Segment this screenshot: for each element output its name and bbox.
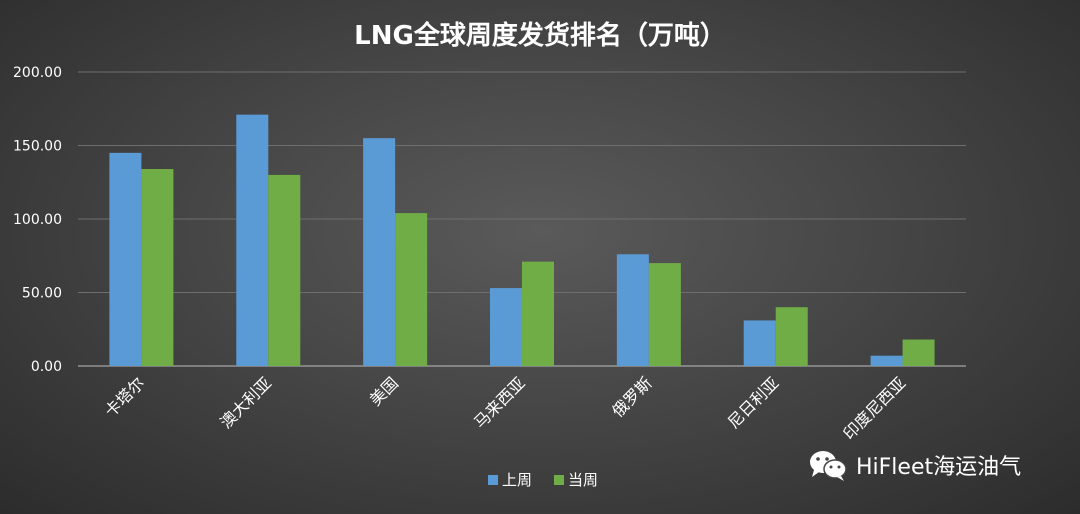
- x-tick-label: 澳大利亚: [216, 373, 275, 432]
- x-tick-label: 尼日利亚: [724, 373, 783, 432]
- bar-last-week: [490, 288, 522, 366]
- watermark: HiFleet海运油气: [808, 448, 1021, 482]
- bar-this-week: [775, 307, 808, 366]
- chart-title: LNG全球周度发货排名（万吨）: [354, 20, 726, 51]
- bar-last-week: [109, 152, 142, 366]
- bar-this-week: [268, 174, 301, 366]
- bar-last-week: [616, 254, 649, 366]
- bar-last-week: [743, 320, 776, 366]
- bar-this-week: [902, 339, 935, 366]
- x-tick-label: 卡塔尔: [101, 373, 148, 420]
- y-tick-label: 50.00: [22, 286, 62, 302]
- y-tick-label: 150.00: [13, 139, 62, 155]
- bars: [109, 114, 935, 366]
- y-tick-label: 0.00: [31, 359, 62, 375]
- x-tick-label: 俄罗斯: [608, 373, 655, 420]
- y-tick-label: 200.00: [13, 65, 62, 81]
- legend-label: 上周: [502, 471, 532, 489]
- y-tick-label: 100.00: [13, 212, 62, 228]
- x-axis-ticks: 卡塔尔 澳大利亚 美国 马来西亚 俄罗斯 尼日利亚 印度尼西亚: [101, 373, 910, 443]
- grid-lines: [78, 71, 966, 367]
- x-tick-label: 马来西亚: [470, 373, 529, 432]
- bar-last-week: [363, 138, 396, 366]
- bar-this-week: [648, 263, 681, 366]
- bar-this-week: [395, 213, 428, 366]
- bar-this-week: [141, 169, 174, 366]
- bar-this-week: [522, 261, 554, 366]
- x-tick-label: 印度尼西亚: [839, 373, 909, 443]
- legend: 上周 当周: [488, 471, 598, 489]
- wechat-icon: [810, 451, 847, 481]
- bar-last-week: [236, 114, 269, 366]
- x-tick-label: 美国: [366, 373, 402, 409]
- legend-swatch: [554, 475, 564, 485]
- legend-label: 当周: [568, 471, 598, 489]
- bar-last-week: [870, 355, 903, 366]
- legend-swatch: [488, 475, 498, 485]
- y-axis-ticks: 0.00 50.00 100.00 150.00 200.00: [13, 65, 62, 375]
- watermark-text: HiFleet海运油气: [856, 455, 1022, 480]
